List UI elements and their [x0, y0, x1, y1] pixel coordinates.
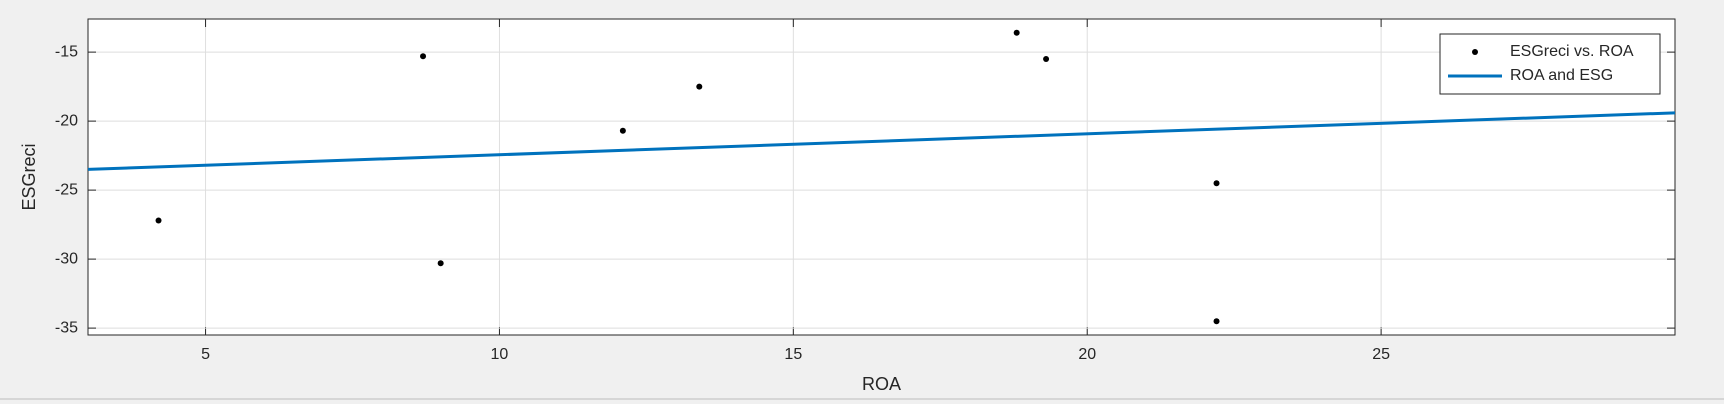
y-tick-label: -35: [55, 319, 78, 336]
legend-swatch: [1472, 49, 1478, 55]
data-point: [696, 83, 703, 90]
data-point: [155, 217, 162, 224]
y-tick-label: -15: [55, 43, 78, 60]
x-tick-label: 15: [784, 346, 802, 363]
y-tick-label: -20: [55, 112, 78, 129]
data-point: [1213, 318, 1220, 325]
x-tick-label: 20: [1078, 346, 1096, 363]
legend-box: [1439, 33, 1661, 95]
x-tick-label: 5: [201, 346, 210, 363]
y-axis-label: ESGreci: [19, 143, 39, 210]
data-point: [437, 260, 444, 267]
x-axis-label: ROA: [862, 374, 901, 394]
legend-label: ESGreci vs. ROA: [1510, 43, 1634, 60]
axes-box: [87, 18, 1676, 336]
plot-area: [88, 19, 1675, 335]
data-point: [1013, 29, 1020, 36]
data-point: [1213, 180, 1220, 187]
data-point: [420, 53, 427, 60]
y-tick-label: -30: [55, 250, 78, 267]
legend-label: ROA and ESG: [1510, 67, 1613, 84]
data-point: [1043, 56, 1050, 63]
data-point: [619, 127, 626, 134]
x-tick-label: 25: [1372, 346, 1390, 363]
x-tick-label: 10: [491, 346, 509, 363]
y-tick-label: -25: [55, 181, 78, 198]
fit-line: [87, 111, 1676, 171]
